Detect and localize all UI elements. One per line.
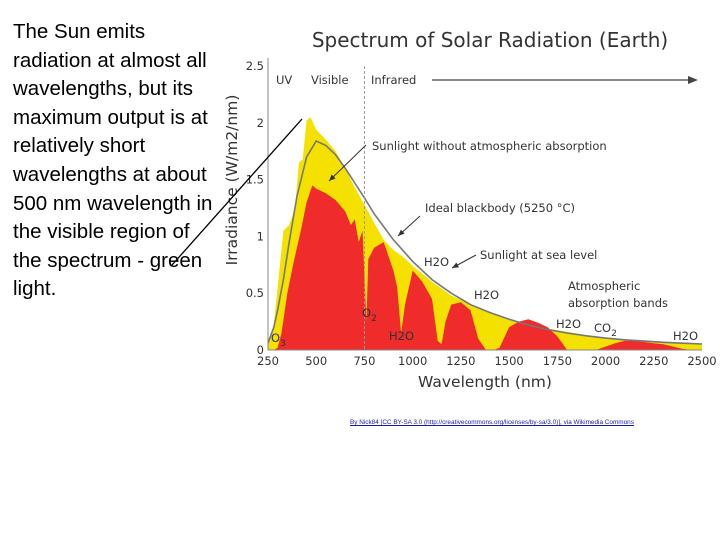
attribution-link[interactable]: By Nick84 [CC BY-SA 3.0 (http://creative… <box>350 419 634 426</box>
annotation-absorption-line2: absorption bands <box>568 296 668 310</box>
arrow-blackbody-head <box>398 229 405 236</box>
x-tick-label: 2500 <box>687 354 716 368</box>
chart-axes: 250 500 750 1000 1250 1500 1750 2000 2250 2500 0 0.… <box>246 58 717 368</box>
x-tick-label: 1250 <box>446 354 475 368</box>
infrared-arrow-head <box>688 76 698 84</box>
absorption-label: H2O <box>474 288 499 302</box>
absorption-label: CO2 <box>594 321 617 339</box>
x-tick-label: 1750 <box>543 354 572 368</box>
x-tick-label: 250 <box>257 354 279 368</box>
chart-labels: Spectrum of Solar Radiation (Earth) Wavel… <box>171 28 698 391</box>
annotation-toa: Sunlight without atmospheric absorption <box>372 139 607 153</box>
absorption-label: O2 <box>362 306 377 324</box>
y-tick-label: 1 <box>257 229 264 243</box>
annotation-blackbody: Ideal blackbody (5250 °C) <box>425 201 575 215</box>
region-label-uv: UV <box>276 73 292 87</box>
absorption-label: H2O <box>424 255 449 269</box>
plot-area <box>267 66 703 350</box>
absorption-label: H2O <box>389 329 414 343</box>
y-tick-label: 0 <box>257 343 264 357</box>
y-tick-label: 2.5 <box>246 59 264 73</box>
annotation-sea-level: Sunlight at sea level <box>480 248 597 262</box>
x-tick-label: 1000 <box>398 354 427 368</box>
y-tick-label: 0.5 <box>246 286 264 300</box>
blackbody-curve <box>267 139 703 345</box>
y-axis-label: Irradiance (W/m2/nm) <box>223 95 241 266</box>
chart-title: Spectrum of Solar Radiation (Earth) <box>312 28 668 52</box>
arrow-toa-line <box>328 144 367 182</box>
y-tick-label: 1.5 <box>246 173 264 187</box>
x-tick-label: 500 <box>305 354 327 368</box>
x-tick-label: 750 <box>353 354 375 368</box>
sea-level-spectrum-area <box>273 185 702 350</box>
slide-body-text: The Sun emits radiation at almost all wa… <box>13 20 213 301</box>
arrow-toa-head <box>329 174 336 181</box>
y-tick-label: 2 <box>257 116 264 130</box>
x-tick-label: 2000 <box>591 354 620 368</box>
absorption-label: H2O <box>673 329 698 343</box>
x-tick-label: 1500 <box>494 354 523 368</box>
x-tick-label: 2250 <box>639 354 668 368</box>
absorption-label: O3 <box>271 331 286 349</box>
x-axis-label: Wavelength (nm) <box>418 373 552 391</box>
region-label-visible: Visible <box>311 73 349 87</box>
slide-pointer-line <box>171 118 303 266</box>
region-label-infrared: Infrared <box>371 73 416 87</box>
annotation-absorption-line1: Atmospheric <box>568 279 640 293</box>
arrow-sea-level-head <box>452 262 459 268</box>
absorption-label: H2O <box>556 317 581 331</box>
